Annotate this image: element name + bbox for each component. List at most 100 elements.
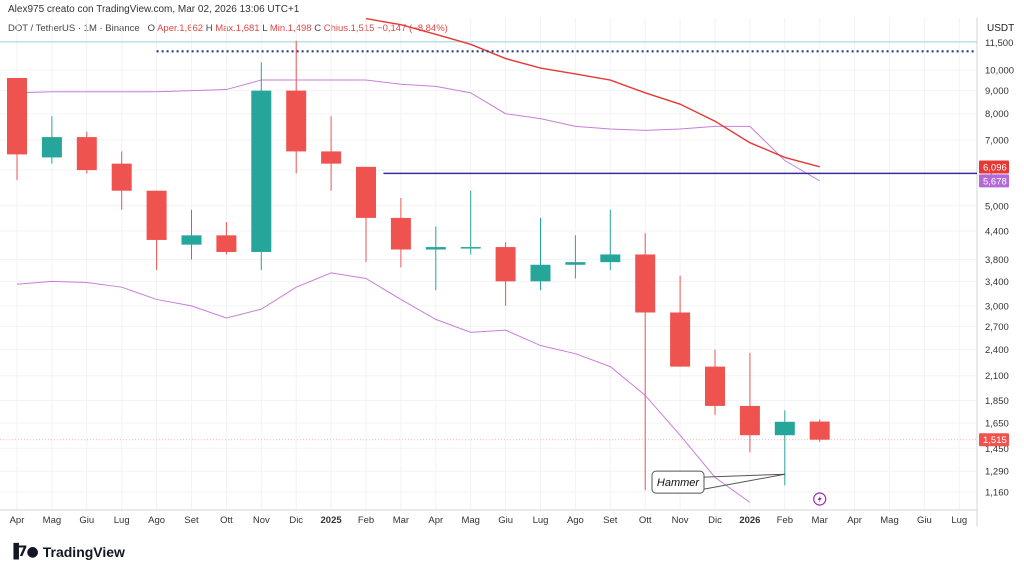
x-tick-label: Nov (253, 515, 270, 526)
y-tick-label: 7,000 (985, 135, 1009, 146)
y-tick-label: 1,450 (985, 444, 1009, 455)
price-tag-box (979, 433, 1009, 447)
x-tick-label: Ott (220, 515, 233, 526)
candle-body (7, 77, 27, 155)
y-tick-label: 11,500 (985, 38, 1013, 49)
candle-body (251, 90, 272, 252)
high-label: H (205, 23, 213, 34)
x-tick-label: Mar (812, 515, 828, 526)
x-tick-label: Giu (917, 515, 932, 526)
annotation-pointer-line (703, 473, 785, 478)
candle-body (670, 312, 691, 367)
candle-body (809, 421, 830, 440)
x-tick-label: Ago (148, 515, 165, 526)
low-label: L (262, 23, 268, 34)
candle-body (111, 163, 132, 191)
currency-unit: USDT (987, 23, 1015, 34)
x-tick-label: Apr (10, 515, 25, 526)
x-tick-label: Feb (358, 515, 374, 526)
annotation-box (651, 470, 705, 494)
x-tick-label: Dic (708, 515, 722, 526)
y-tick-label: 3,000 (985, 301, 1009, 312)
candle-body (635, 254, 656, 313)
y-tick-label: 3,800 (985, 255, 1009, 266)
x-tick-label: Set (184, 515, 199, 526)
lightning-icon-bolt (817, 495, 822, 503)
candle-body (286, 90, 307, 152)
lower-band-line (16, 272, 751, 503)
candle-body (356, 166, 376, 218)
x-tick-label: Mag (880, 515, 898, 526)
tradingview-logo-icon: ▐7● (8, 544, 39, 560)
y-tick-label: 2,100 (985, 371, 1009, 382)
candle-body (705, 366, 725, 406)
tradingview-name: TradingView (42, 544, 125, 560)
low-value: Min.1,498 (269, 23, 312, 34)
candle-body (600, 254, 621, 263)
y-tick-label: 3,400 (985, 277, 1009, 288)
annotation-label: Hammer (657, 477, 701, 489)
x-tick-label: Ott (639, 515, 652, 526)
y-tick-label: 1,850 (985, 396, 1009, 407)
candle-body (390, 217, 411, 250)
y-tick-label: 9,000 (985, 86, 1009, 97)
x-tick-label: Giu (79, 515, 94, 526)
y-tick-label: 8,000 (985, 109, 1009, 120)
moving-average-line (365, 17, 820, 168)
y-tick-label: 4,400 (985, 226, 1009, 237)
tradingview-brand: ▐7● TradingView (8, 544, 125, 560)
candle-body (774, 421, 795, 436)
y-tick-label: 2,400 (985, 345, 1009, 356)
candle-body (41, 137, 62, 158)
open-value: Aper.1,662 (157, 23, 204, 34)
upper-band-line (16, 79, 820, 182)
x-tick-label: Feb (777, 515, 793, 526)
candle-body (495, 247, 516, 282)
candle-body (739, 405, 760, 436)
x-tick-label: Apr (847, 515, 862, 526)
x-tick-label: Mar (393, 515, 409, 526)
y-tick-label: 10,000 (985, 66, 1014, 77)
price-tag-label: 5,678 (983, 176, 1007, 187)
x-tick-label: 2026 (739, 515, 760, 526)
candle-body (321, 151, 342, 164)
lightning-icon[interactable] (813, 492, 827, 506)
open-label: O (147, 23, 155, 34)
price-tag-label: 1,515 (983, 435, 1007, 446)
y-tick-label: 5,000 (985, 201, 1009, 212)
price-tag-box (979, 160, 1009, 174)
y-tick-label: 1,160 (985, 488, 1009, 499)
close-value: Chius.1,515 (323, 23, 375, 34)
x-tick-label: Set (603, 515, 618, 526)
x-tick-label: Mag (461, 515, 479, 526)
candle-body (76, 137, 97, 171)
candle-body (460, 247, 481, 249)
candle-body (530, 264, 551, 282)
y-tick-label: 2,700 (985, 322, 1009, 333)
candle-body (181, 235, 202, 245)
x-tick-label: Giu (498, 515, 513, 526)
x-tick-label: Ago (567, 515, 584, 526)
x-tick-label: Lug (533, 515, 549, 526)
symbol-label[interactable]: DOT / TetherUS · 1M · Binance (8, 23, 140, 34)
candle-body (146, 190, 167, 240)
price-tag-box (979, 174, 1009, 188)
price-tag-label: 6,096 (983, 162, 1007, 173)
y-tick-label: 1,650 (985, 418, 1009, 429)
x-tick-label: Nov (672, 515, 689, 526)
candle-body (425, 247, 446, 250)
author-line: Alex975 creato con TradingView.com, Mar … (8, 4, 300, 15)
close-label: C (314, 23, 322, 34)
candle-body (565, 262, 586, 265)
x-tick-label: 2025 (321, 515, 343, 526)
x-tick-label: Dic (289, 515, 303, 526)
x-tick-label: Lug (951, 515, 967, 526)
annotation-pointer-line (703, 473, 785, 490)
high-value: Max.1,681 (215, 23, 260, 34)
candle-body (216, 235, 237, 252)
x-tick-label: Mag (43, 515, 61, 526)
x-tick-label: Lug (114, 515, 130, 526)
x-tick-label: Apr (428, 515, 443, 526)
y-tick-label: 1,290 (985, 467, 1009, 478)
